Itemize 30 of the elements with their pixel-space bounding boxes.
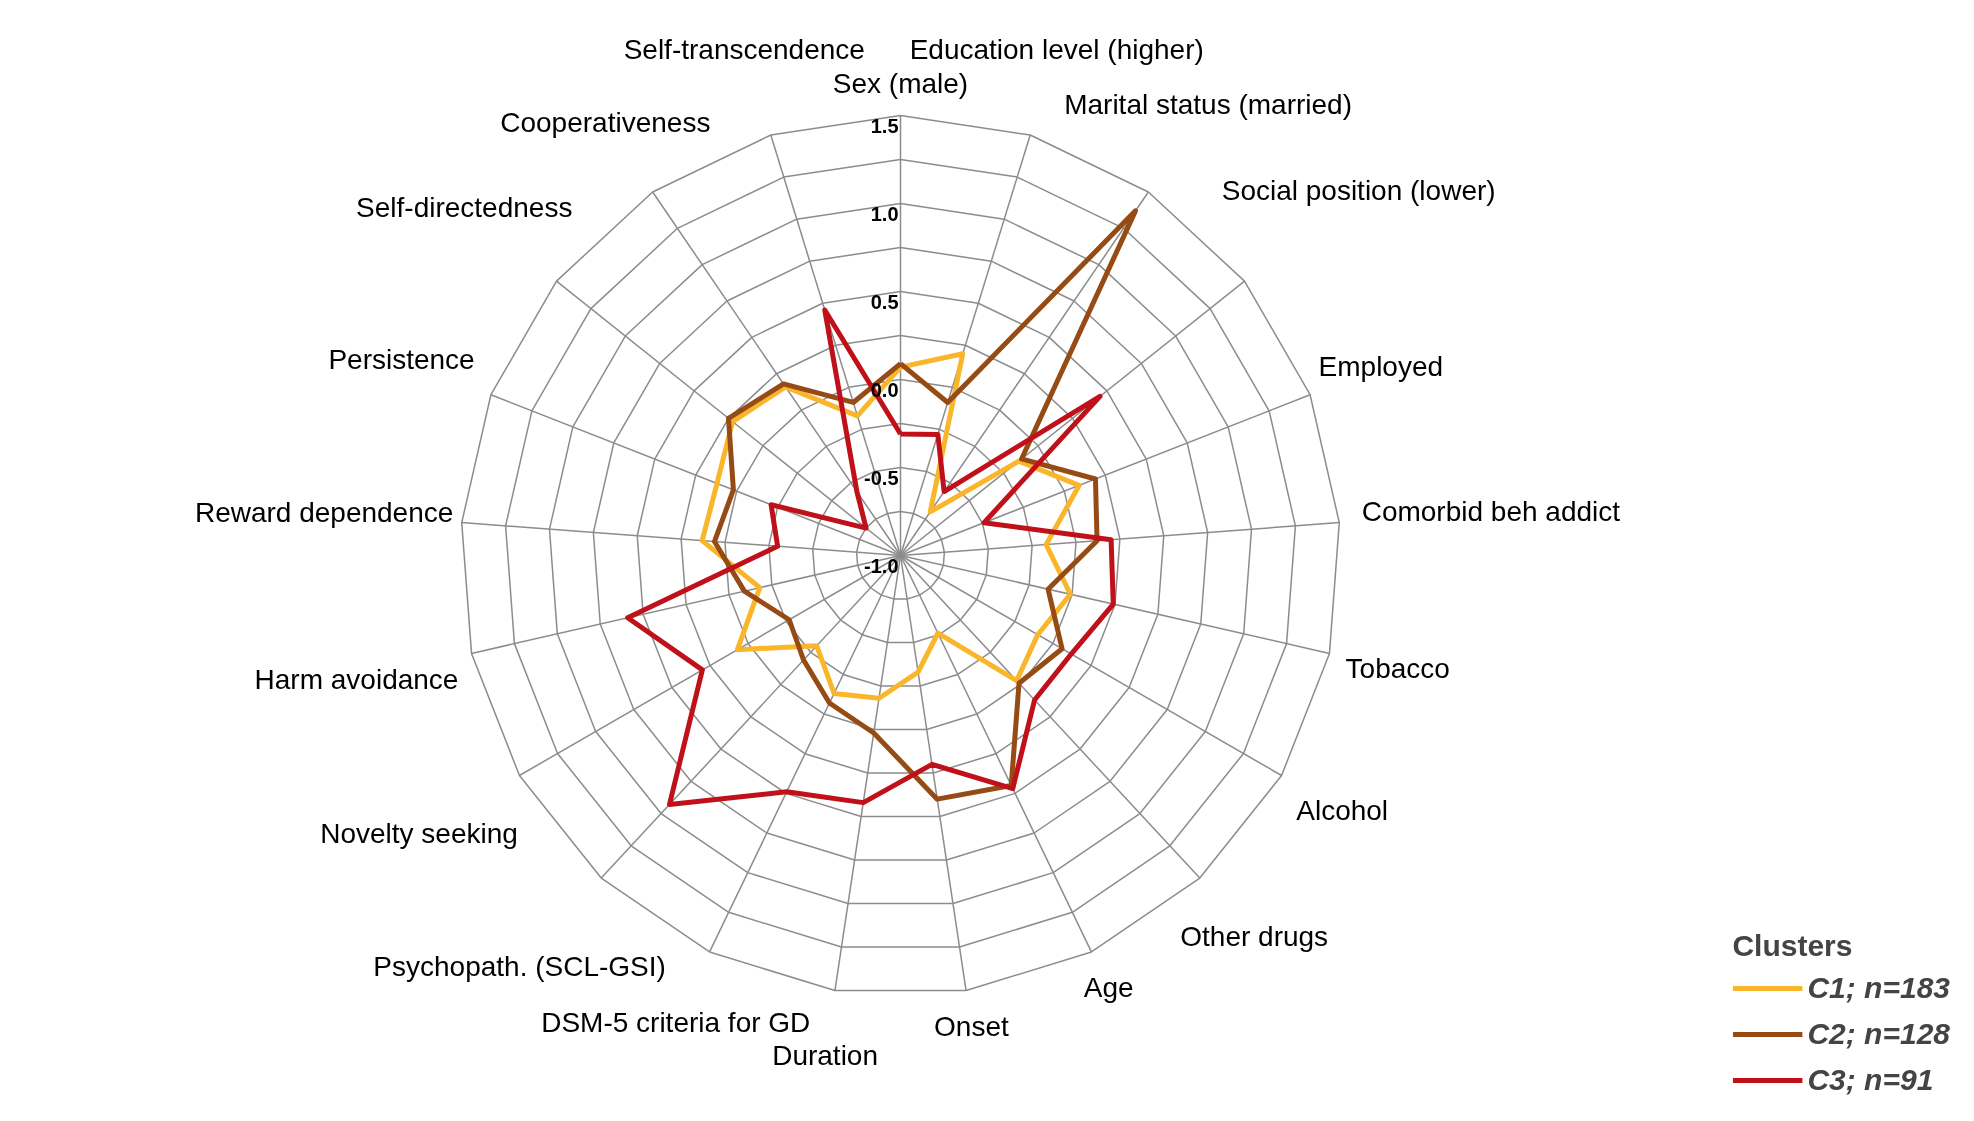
spoke-label: Psychopath. (SCL-GSI) [373, 950, 666, 982]
spoke-label: Age [1083, 972, 1134, 1004]
spoke-label: Employed [1318, 351, 1444, 383]
spoke-label: Comorbid beh addict [1361, 495, 1621, 527]
y-tick-label: -1.0 [864, 554, 899, 577]
y-tick-label: 1.5 [870, 114, 899, 137]
spoke-label: Persistence [328, 344, 475, 376]
y-tick-label: 1.0 [870, 202, 899, 225]
spoke-label: Reward dependence [194, 496, 454, 528]
spoke-label: DSM-5 criteria for GD [541, 1006, 811, 1038]
spoke-label: Tobacco [1345, 653, 1450, 685]
spoke-label: Marital status (married) [1064, 88, 1352, 120]
spoke-label: Education level (higher) [909, 33, 1204, 65]
legend-label: C3; n=91 [1807, 1062, 1934, 1098]
spoke-label: Other drugs [1180, 921, 1329, 953]
spoke-label: Novelty seeking [320, 818, 518, 849]
spoke-label: Alcohol [1296, 795, 1389, 826]
spoke-label: Harm avoidance [254, 664, 459, 696]
legend-label: C1; n=183 [1807, 970, 1950, 1006]
spoke-label: Duration [772, 1040, 879, 1072]
y-tick-label: -0.5 [864, 466, 899, 489]
spoke-label: Sex (male) [832, 68, 969, 99]
spoke-label: Social position (lower) [1221, 174, 1496, 206]
spoke-label: Self-directedness [356, 192, 573, 224]
spoke-label: Cooperativeness [500, 107, 711, 139]
legend-label: C2; n=128 [1807, 1016, 1950, 1052]
legend-title: Clusters [1732, 929, 1854, 963]
spoke-label: Onset [934, 1010, 1010, 1042]
spoke-label: Self-transcendence [623, 33, 865, 65]
y-tick-label: 0.5 [870, 290, 899, 313]
